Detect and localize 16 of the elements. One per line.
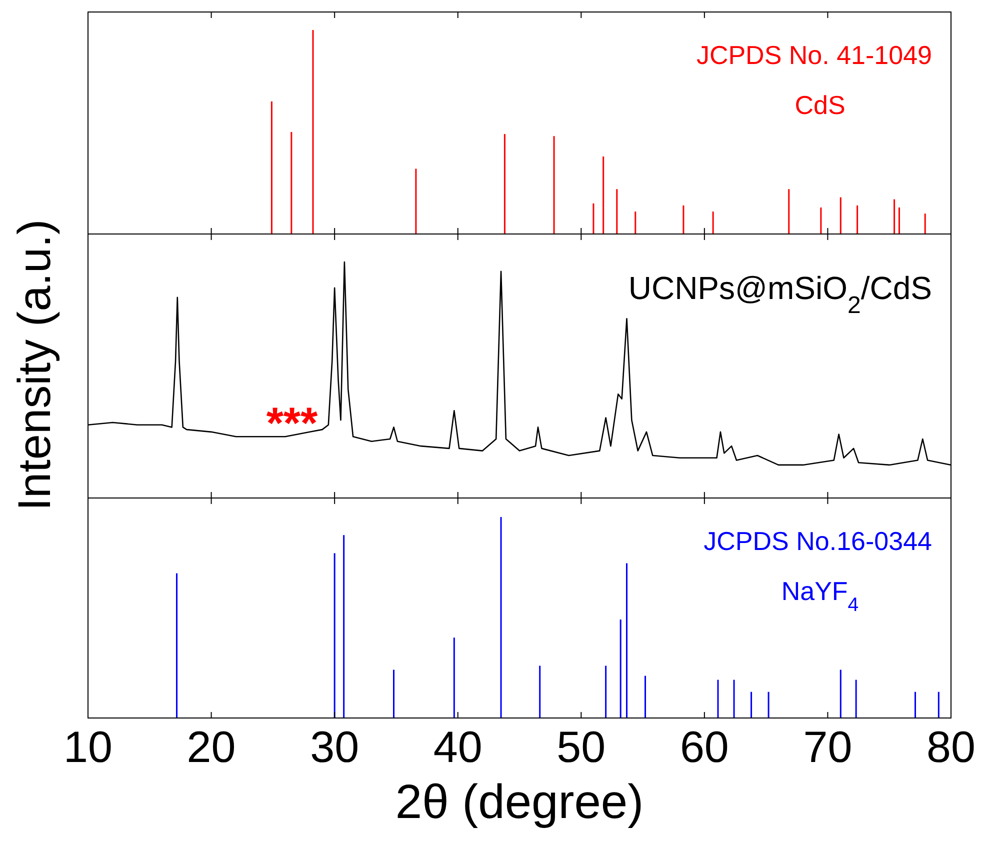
x-tick-label: 20 bbox=[186, 723, 236, 772]
annotation: *** bbox=[266, 399, 319, 448]
x-tick-label: 60 bbox=[680, 723, 729, 772]
annotation: JCPDS No. 41-1049 bbox=[696, 40, 932, 70]
x-tick-label: 50 bbox=[556, 723, 606, 772]
x-tick-label: 80 bbox=[926, 723, 976, 772]
annotation: UCNPs@mSiO$_{2}$/CdS bbox=[628, 270, 932, 318]
x-axis-title: 2θ (degree) bbox=[395, 776, 644, 829]
annotation: JCPDS No.16-0344 bbox=[704, 526, 932, 556]
x-tick-label: 10 bbox=[64, 723, 112, 772]
x-tick-label: 70 bbox=[803, 723, 852, 772]
x-tick-label: 40 bbox=[433, 723, 482, 772]
annotation: NaYF$_{4}$ bbox=[781, 576, 859, 616]
y-axis-title: Intensity (a.u.) bbox=[8, 219, 60, 511]
annotation: CdS bbox=[794, 90, 846, 120]
x-tick-label: 30 bbox=[310, 723, 360, 772]
